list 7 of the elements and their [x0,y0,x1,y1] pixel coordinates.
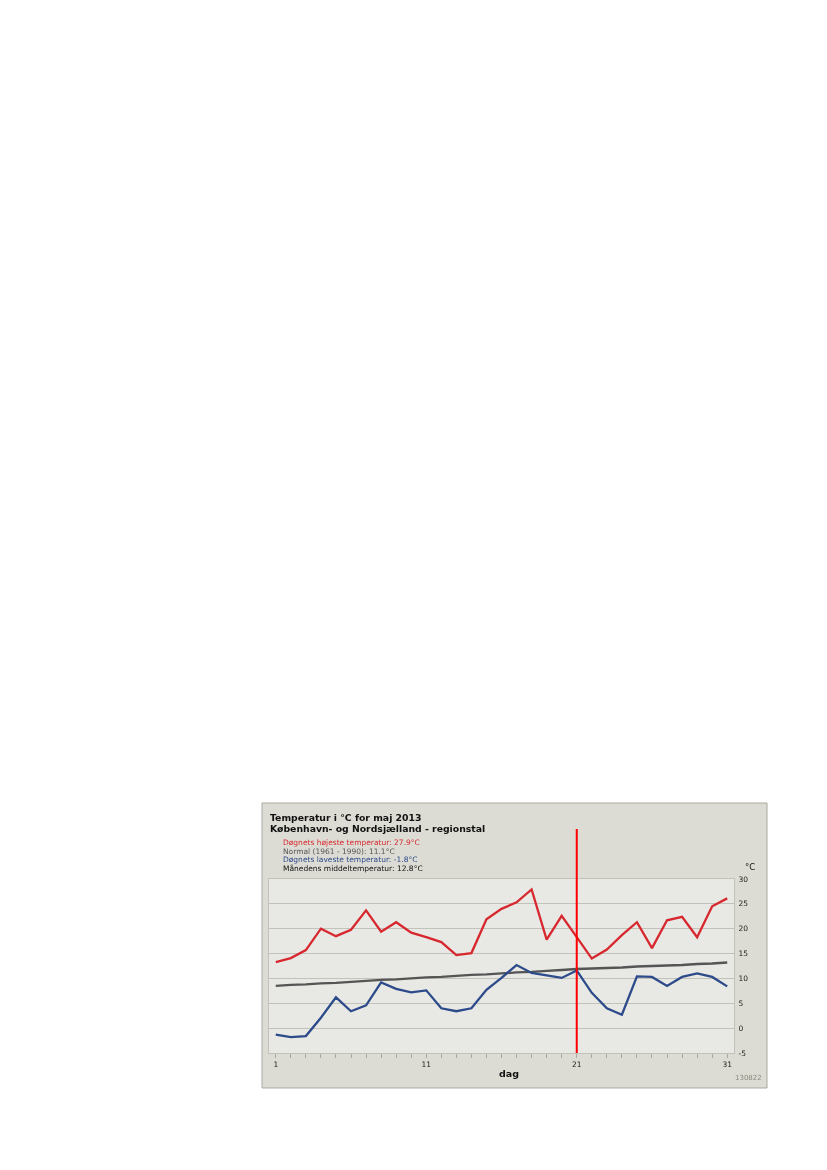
x-axis-title: dag [499,1068,520,1079]
chart-subtitle: København- og Nordsjælland - regionstal [270,823,486,834]
line-series [274,963,729,1039]
y-axis-title: °C [745,862,756,872]
line-series [274,888,729,964]
chart-title: Temperatur i °C for maj 2013 [270,812,422,823]
line-series [274,961,729,988]
